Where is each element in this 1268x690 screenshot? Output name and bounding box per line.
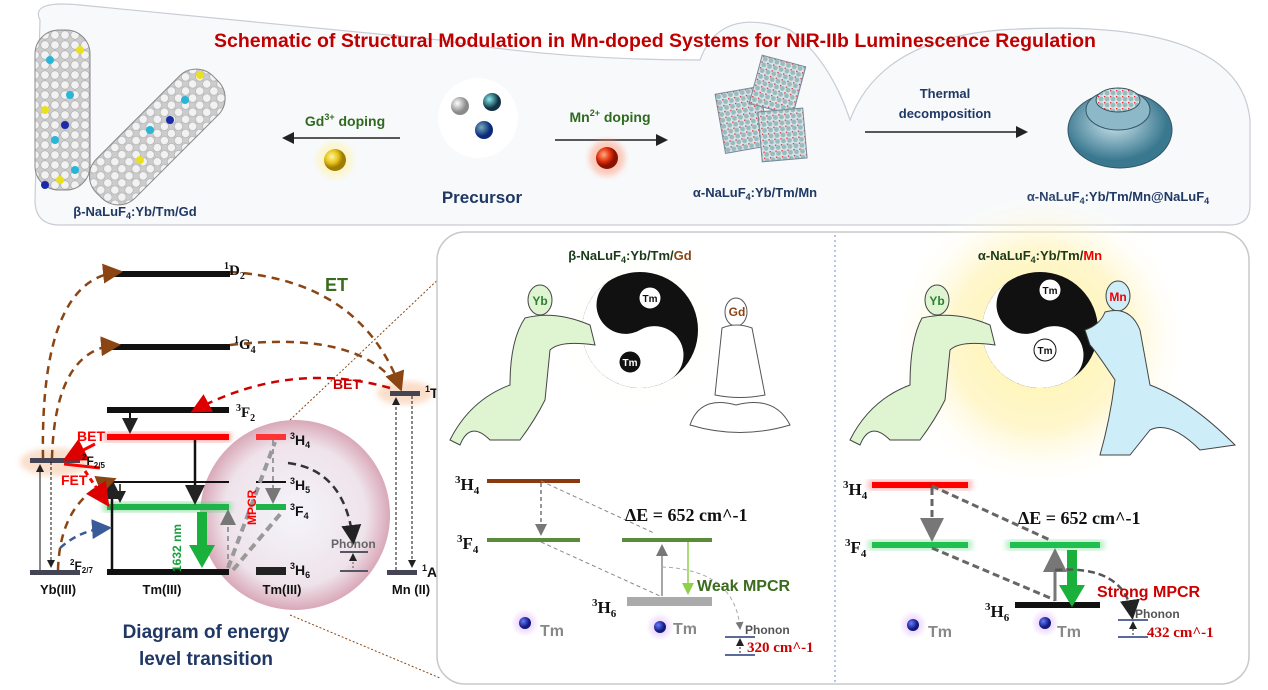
- gd-ion-sphere: [324, 149, 346, 171]
- yinyang-tm-bottom: Tm: [623, 358, 638, 369]
- emission-1632-arrow: [189, 512, 215, 568]
- mn-phonon-energy: 432 cm^-1: [1147, 625, 1214, 641]
- gd-level-3H6: 3H6: [592, 597, 617, 620]
- beta-nanorods-image: [34, 29, 226, 206]
- mn-delta-e: ΔE = 652 cm^-1: [1018, 508, 1140, 528]
- precursor-sphere-white: [451, 97, 469, 115]
- gd-tm-label-1: Tm: [540, 623, 564, 640]
- bet-label-lower: BET: [77, 428, 105, 444]
- tm-ion-dot: [907, 619, 919, 631]
- figure-label-gd: Gd: [729, 305, 746, 319]
- yinyang-tm-top: Tm: [1043, 286, 1058, 297]
- panel-mn-title: α-NaLuF4:Yb/Tm/Mn: [978, 248, 1102, 265]
- mn-level-3H4: 3H4: [843, 479, 868, 502]
- main-title: Schematic of Structural Modulation in Mn…: [214, 30, 1096, 52]
- precursor-sphere-teal: [483, 93, 501, 111]
- tm-ion-dot: [654, 621, 666, 633]
- mn-level-3H6: 3H6: [985, 601, 1010, 624]
- diagram-caption-line2: level transition: [139, 649, 273, 670]
- yinyang-tm-top: Tm: [643, 294, 658, 305]
- taichi-figure-yb: [449, 284, 596, 446]
- level-label-1G4: 1G4: [234, 335, 256, 356]
- mpcr-highlight-circle: [200, 420, 390, 610]
- level-label-1D2: 1D2: [224, 261, 245, 282]
- emission-1632-label: 1632 nm: [170, 524, 184, 572]
- mn-ion-sphere: [596, 147, 618, 169]
- fet-label: FET: [61, 472, 88, 488]
- thermal-label-line1: Thermal: [920, 86, 971, 101]
- mn-doping-label: Mn2+ doping: [569, 108, 650, 125]
- strong-mpcr-arrow: [1059, 550, 1085, 607]
- figure-label-yb: Yb: [929, 294, 944, 308]
- diagram-caption-line1: Diagram of energy: [123, 622, 290, 643]
- taichi-figure-yb: [849, 284, 996, 446]
- mn-tm-label-1: Tm: [928, 624, 952, 641]
- mn-tm-label-2: Tm: [1057, 624, 1081, 641]
- level-label-3F4: 3F4: [290, 502, 309, 521]
- meditating-figure-gd: [689, 297, 791, 433]
- weak-mpcr-label: Weak MPCR: [697, 578, 791, 595]
- mn-phonon-label: Phonon: [1135, 607, 1180, 621]
- thermal-label-line2: decomposition: [899, 106, 992, 121]
- level-label-2F5-2: 2F2/5: [82, 453, 105, 470]
- yin-yang-icon: [582, 272, 698, 388]
- taichi-figure-mn: [1084, 280, 1237, 456]
- alpha-product-label: α-NaLuF4:Yb/Tm/Mn: [693, 185, 817, 202]
- ion-label-yb: Yb(III): [40, 582, 76, 597]
- ion-label-tm: Tm(III): [143, 582, 182, 597]
- level-label-3H4: 3H4: [290, 431, 310, 450]
- figure-label-mn: Mn: [1109, 290, 1126, 304]
- level-label-3H6: 3H6: [290, 561, 310, 580]
- strong-mpcr-label: Strong MPCR: [1097, 584, 1201, 601]
- yin-yang-icon: [982, 272, 1098, 388]
- core-shell-nanoparticle-image: [1067, 87, 1173, 169]
- gd-tm-label-2: Tm: [673, 621, 697, 638]
- precursor-sphere-blue: [475, 121, 493, 139]
- mn-level-3F4: 3F4: [845, 537, 867, 560]
- precursor-label: Precursor: [442, 188, 523, 207]
- gd-delta-e: ΔE = 652 cm^-1: [625, 505, 747, 525]
- panel-gd: β-NaLuF4:Yb/Tm/Gd Tm Tm Yb Gd: [449, 245, 791, 656]
- et-label: ET: [325, 275, 348, 295]
- ion-label-tm-2: Tm(III): [263, 582, 302, 597]
- level-label-3H5: 3H5: [290, 476, 310, 495]
- tm-ion-dot: [1039, 617, 1051, 629]
- beta-product-label: β-NaLuF4:Yb/Tm/Gd: [73, 204, 197, 221]
- bet-label-upper: BET: [333, 376, 361, 392]
- gd-phonon-label: Phonon: [745, 623, 790, 637]
- ion-label-mn: Mn (II): [392, 582, 430, 597]
- mpcr-label: MPCR: [245, 489, 259, 525]
- figure-label-yb: Yb: [532, 294, 547, 308]
- gd-level-3F4: 3F4: [457, 533, 479, 556]
- yinyang-tm-bottom: Tm: [1038, 346, 1053, 357]
- panel-mn: α-NaLuF4:Yb/Tm/Mn Tm Tm Yb Mn: [849, 190, 1237, 639]
- gd-phonon-energy: 320 cm^-1: [747, 640, 814, 656]
- energy-level-diagram: [20, 263, 433, 610]
- gd-level-3H4: 3H4: [455, 474, 480, 497]
- tm-ion-dot: [519, 617, 531, 629]
- level-label-2F7-2: 2F2/7: [70, 558, 93, 575]
- level-label-3F2: 3F2: [236, 403, 255, 424]
- panel-gd-title: β-NaLuF4:Yb/Tm/Gd: [568, 248, 692, 265]
- alpha-nanocubes-image: [714, 54, 808, 163]
- phonon-label: Phonon: [331, 537, 376, 551]
- level-labels: 1D2 1G4 3F2: [224, 261, 256, 424]
- gd-doping-label: Gd3+ doping: [305, 112, 385, 129]
